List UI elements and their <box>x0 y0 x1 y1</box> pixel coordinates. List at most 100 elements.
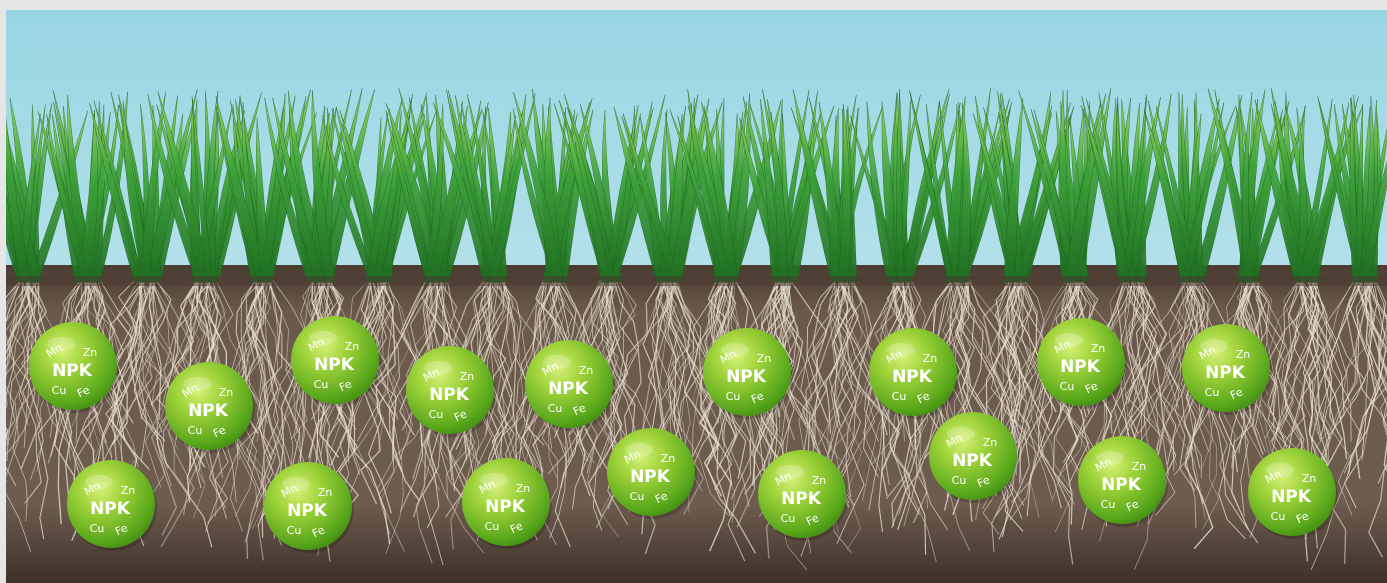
granule-label-npk: NPK <box>1060 357 1101 377</box>
granule-label-npk: NPK <box>1205 363 1246 383</box>
granule-label-zn: Zn <box>812 474 827 487</box>
granule-label-zn: Zn <box>1302 472 1317 485</box>
grass-row <box>6 88 1387 286</box>
granule-label-fe: Fe <box>113 521 130 538</box>
granule-label-cu: Cu <box>287 524 302 537</box>
granule-label-zn: Zn <box>345 340 360 353</box>
granule-sphere <box>869 328 957 416</box>
granule-label-fe: Fe <box>1124 497 1141 514</box>
granule-label-npk: NPK <box>726 367 767 387</box>
granule-label-npk: NPK <box>952 451 993 471</box>
granule-label-npk: NPK <box>781 489 822 509</box>
granule-label-cu: Cu <box>90 522 105 535</box>
granule-label-cu: Cu <box>630 490 645 503</box>
granule-label-cu: Cu <box>952 474 967 487</box>
granule-label-cu: Cu <box>1271 510 1286 523</box>
granule-label-npk: NPK <box>548 379 589 399</box>
granule-label-cu: Cu <box>781 512 796 525</box>
granule-sphere <box>165 362 253 450</box>
granule-label-cu: Cu <box>314 378 329 391</box>
granule-label-fe: Fe <box>804 511 821 528</box>
granule-label-zn: Zn <box>460 370 475 383</box>
granule-label-zn: Zn <box>219 386 234 399</box>
granule-label-zn: Zn <box>1236 348 1251 361</box>
granule-label-cu: Cu <box>429 408 444 421</box>
granule-label-zn: Zn <box>757 352 772 365</box>
granule-label-fe: Fe <box>571 401 588 418</box>
granule-sphere <box>758 450 846 538</box>
granule-label-fe: Fe <box>310 523 327 540</box>
granule-label-cu: Cu <box>1205 386 1220 399</box>
granule-label-fe: Fe <box>508 519 525 536</box>
granule-label-npk: NPK <box>1271 487 1312 507</box>
granule-label-cu: Cu <box>188 424 203 437</box>
granule-label-fe: Fe <box>75 383 92 400</box>
granule-label-npk: NPK <box>90 499 131 519</box>
granule-label-cu: Cu <box>1060 380 1075 393</box>
granule-label-npk: NPK <box>1101 475 1142 495</box>
granule-sphere <box>525 340 613 428</box>
granule-label-zn: Zn <box>1132 460 1147 473</box>
granule-sphere <box>1248 448 1336 536</box>
granule-label-cu: Cu <box>485 520 500 533</box>
granule-label-fe: Fe <box>915 389 932 406</box>
granule-label-cu: Cu <box>892 390 907 403</box>
granule-label-fe: Fe <box>1083 379 1100 396</box>
granule-label-fe: Fe <box>653 489 670 506</box>
granule-label-fe: Fe <box>337 377 354 394</box>
granule-label-fe: Fe <box>1228 385 1245 402</box>
granule-label-npk: NPK <box>892 367 933 387</box>
granule-label-fe: Fe <box>1294 509 1311 526</box>
granule-label-fe: Fe <box>749 389 766 406</box>
granule-label-fe: Fe <box>975 473 992 490</box>
granule-label-npk: NPK <box>287 501 328 521</box>
granule-label-npk: NPK <box>52 361 93 381</box>
granule-label-npk: NPK <box>429 385 470 405</box>
granule-sphere <box>67 460 155 548</box>
granule-label-cu: Cu <box>52 384 67 397</box>
granule-sphere <box>929 412 1017 500</box>
granule-label-cu: Cu <box>548 402 563 415</box>
granule-sphere <box>291 316 379 404</box>
granule-label-zn: Zn <box>1091 342 1106 355</box>
granule-label-fe: Fe <box>211 423 228 440</box>
granule-label-zn: Zn <box>983 436 998 449</box>
granule-label-fe: Fe <box>452 407 469 424</box>
granule-label-npk: NPK <box>314 355 355 375</box>
fertilizer-soil-illustration: NPK Mn Zn Cu Fe NPK Mn Zn Cu Fe NPK Mn Zn Cu Fe NPK Mn Zn… <box>6 10 1387 583</box>
granule-label-zn: Zn <box>121 484 136 497</box>
granule-label-zn: Zn <box>579 364 594 377</box>
granule-label-zn: Zn <box>661 452 676 465</box>
granule-sphere <box>29 322 117 410</box>
granule-label-cu: Cu <box>1101 498 1116 511</box>
granule-sphere <box>703 328 791 416</box>
granule-label-cu: Cu <box>726 390 741 403</box>
granule-label-npk: NPK <box>630 467 671 487</box>
granule-label-zn: Zn <box>923 352 938 365</box>
granule-label-zn: Zn <box>318 486 333 499</box>
granule-sphere <box>264 462 352 550</box>
granule-sphere <box>1037 318 1125 406</box>
granule-sphere <box>462 458 550 546</box>
granule-label-zn: Zn <box>83 346 98 359</box>
granule-label-npk: NPK <box>485 497 526 517</box>
granule-label-npk: NPK <box>188 401 229 421</box>
granule-label-zn: Zn <box>516 482 531 495</box>
